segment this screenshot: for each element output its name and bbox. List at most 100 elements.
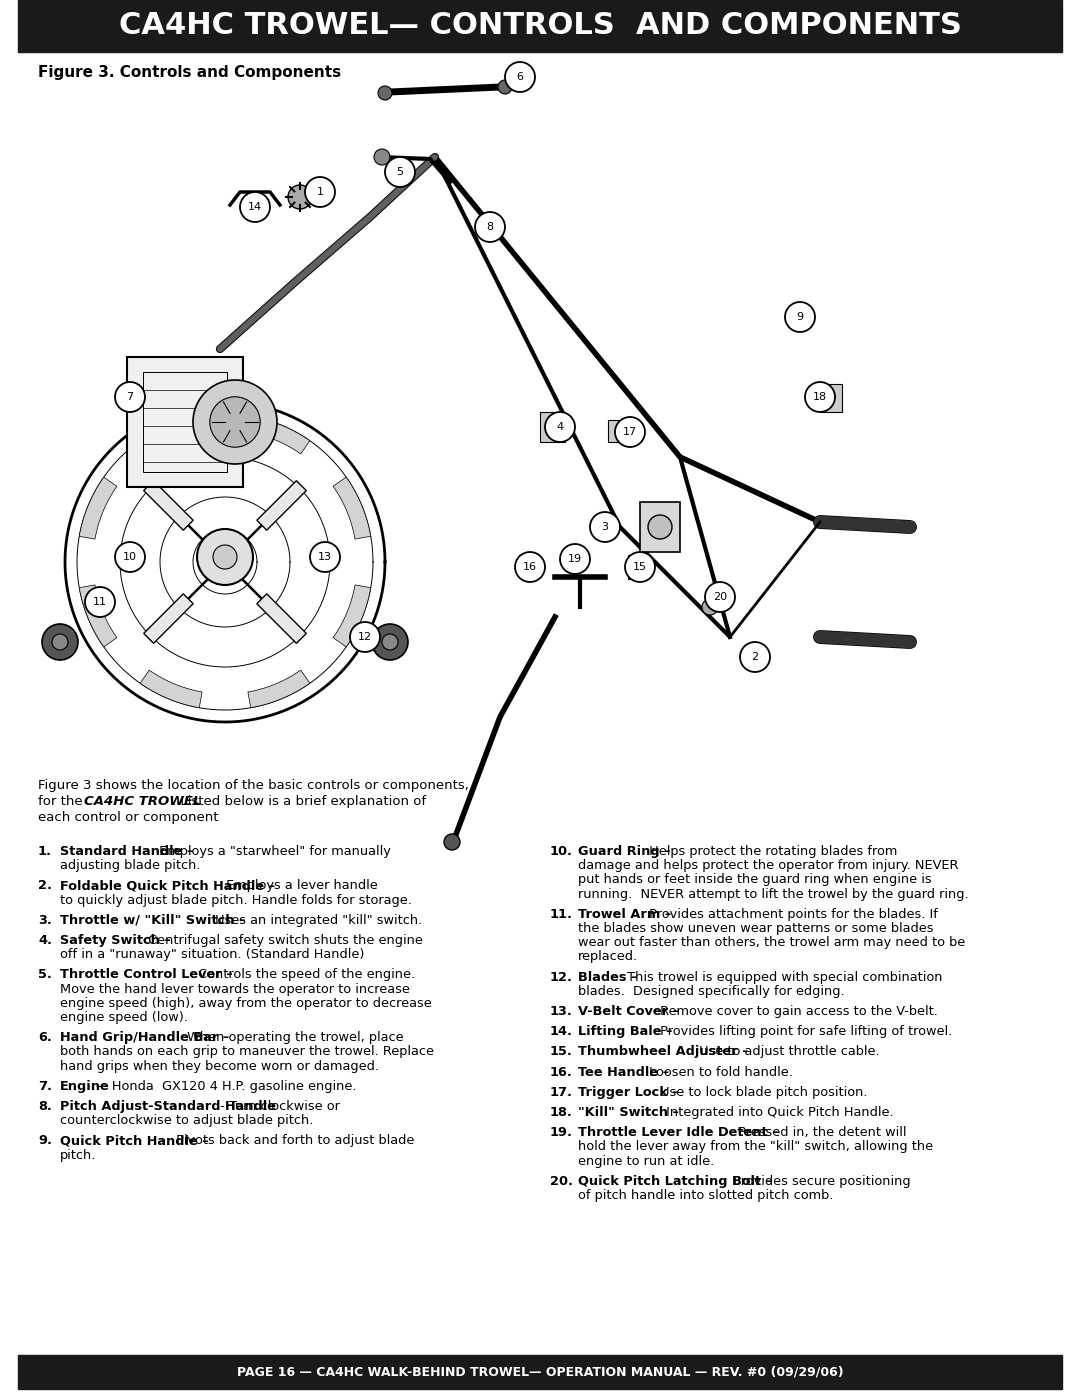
Text: 11.: 11. (550, 908, 573, 921)
Text: counterclockwise to adjust blade pitch.: counterclockwise to adjust blade pitch. (60, 1115, 313, 1127)
Circle shape (702, 599, 718, 615)
Circle shape (213, 545, 237, 569)
Text: Safety Switch –: Safety Switch – (60, 935, 171, 947)
Text: 7.: 7. (38, 1080, 52, 1092)
Polygon shape (140, 416, 202, 454)
Circle shape (193, 380, 276, 464)
Polygon shape (140, 671, 202, 708)
Text: - Turn clockwise or: - Turn clockwise or (216, 1099, 340, 1113)
Text: off in a "runaway" situation. (Standard Handle): off in a "runaway" situation. (Standard … (60, 949, 365, 961)
Text: Use to lock blade pitch position.: Use to lock blade pitch position. (657, 1085, 867, 1099)
Text: Employs a lever handle: Employs a lever handle (221, 879, 378, 893)
Text: 14.: 14. (550, 1025, 573, 1038)
Bar (540, 412, 565, 441)
Text: blades.  Designed specifically for edging.: blades. Designed specifically for edging… (578, 985, 845, 997)
Text: Engine: Engine (60, 1080, 110, 1092)
Text: CA4HC TROWEL: CA4HC TROWEL (84, 795, 201, 807)
Text: 9.: 9. (38, 1134, 52, 1147)
Circle shape (785, 302, 815, 332)
Circle shape (740, 643, 770, 672)
Text: 11: 11 (93, 597, 107, 608)
Text: 1: 1 (316, 187, 324, 197)
Text: Employs a "starwheel" for manually: Employs a "starwheel" for manually (154, 845, 391, 858)
Text: Guard Ring –: Guard Ring – (578, 845, 671, 858)
Text: 8.: 8. (38, 1099, 52, 1113)
Bar (143, 372, 227, 472)
Text: pitch.: pitch. (60, 1148, 96, 1161)
Text: Tee Handle –: Tee Handle – (578, 1066, 670, 1078)
Text: 19.: 19. (550, 1126, 573, 1139)
Circle shape (382, 634, 399, 650)
Circle shape (210, 397, 260, 447)
Text: 16: 16 (523, 562, 537, 571)
Text: Throttle w/ "Kill" Switch –: Throttle w/ "Kill" Switch – (60, 914, 245, 926)
Text: put hands or feet inside the guard ring when engine is: put hands or feet inside the guard ring … (578, 873, 932, 887)
Text: 20: 20 (713, 592, 727, 602)
Polygon shape (144, 594, 193, 643)
Text: PAGE 16 — CA4HC WALK-BEHIND TROWEL— OPERATION MANUAL — REV. #0 (09/29/06): PAGE 16 — CA4HC WALK-BEHIND TROWEL— OPER… (237, 1365, 843, 1379)
Text: engine speed (low).: engine speed (low). (60, 1011, 188, 1024)
Circle shape (590, 511, 620, 542)
Text: "Kill" Switch –: "Kill" Switch – (578, 1106, 679, 1119)
Circle shape (805, 381, 835, 412)
Text: damage and helps protect the operator from injury. NEVER: damage and helps protect the operator fr… (578, 859, 959, 872)
Circle shape (52, 634, 68, 650)
Circle shape (545, 412, 575, 441)
Text: 13: 13 (318, 552, 332, 562)
Text: 16.: 16. (550, 1066, 572, 1078)
Text: 19: 19 (568, 555, 582, 564)
Text: of pitch handle into slotted pitch comb.: of pitch handle into slotted pitch comb. (578, 1189, 834, 1201)
Circle shape (475, 212, 505, 242)
Circle shape (625, 552, 654, 583)
Text: Loosen to fold handle.: Loosen to fold handle. (645, 1066, 793, 1078)
Text: Figure 3 shows the location of the basic controls or components,: Figure 3 shows the location of the basic… (38, 780, 469, 792)
Text: 5: 5 (396, 168, 404, 177)
Text: Centrifugal safety switch shuts the engine: Centrifugal safety switch shuts the engi… (144, 935, 422, 947)
Text: Quick Pitch Handle –: Quick Pitch Handle – (60, 1134, 208, 1147)
Text: Remove cover to gain access to the V-belt.: Remove cover to gain access to the V-bel… (657, 1004, 939, 1018)
Text: This trowel is equipped with special combination: This trowel is equipped with special com… (623, 971, 942, 983)
Text: 6.: 6. (38, 1031, 52, 1044)
Text: Move the hand lever towards the operator to increase: Move the hand lever towards the operator… (60, 982, 410, 996)
Circle shape (561, 543, 590, 574)
Text: Pressed in, the detent will: Pressed in, the detent will (734, 1126, 907, 1139)
Text: 8: 8 (486, 222, 494, 232)
Text: 2.: 2. (38, 879, 52, 893)
Text: hand grips when they become worn or damaged.: hand grips when they become worn or dama… (60, 1059, 379, 1073)
Text: Provides lifting point for safe lifting of trowel.: Provides lifting point for safe lifting … (657, 1025, 953, 1038)
Text: Foldable Quick Pitch Handle –: Foldable Quick Pitch Handle – (60, 879, 275, 893)
Text: 20.: 20. (550, 1175, 573, 1187)
Bar (127, 358, 243, 488)
Text: 3: 3 (602, 522, 608, 532)
Text: 14: 14 (248, 203, 262, 212)
Text: –  Honda  GX120 4 H.P. gasoline engine.: – Honda GX120 4 H.P. gasoline engine. (94, 1080, 357, 1092)
Bar (640, 502, 680, 552)
Polygon shape (248, 671, 310, 708)
Text: 2: 2 (752, 652, 758, 662)
Circle shape (648, 515, 672, 539)
Text: Lifting Bale –: Lifting Bale – (578, 1025, 673, 1038)
Text: Hand Grip/Handle Bar –: Hand Grip/Handle Bar – (60, 1031, 229, 1044)
Text: 5.: 5. (38, 968, 52, 982)
Text: Thumbwheel Adjuster –: Thumbwheel Adjuster – (578, 1045, 748, 1059)
Circle shape (197, 529, 253, 585)
Text: 17: 17 (623, 427, 637, 437)
Text: 9: 9 (796, 312, 804, 321)
Text: hold the lever away from the "kill" switch, allowing the: hold the lever away from the "kill" swit… (578, 1140, 933, 1154)
Text: Trowel Arm –: Trowel Arm – (578, 908, 672, 921)
Polygon shape (79, 585, 117, 647)
Circle shape (350, 622, 380, 652)
Circle shape (615, 416, 645, 447)
Text: 4: 4 (556, 422, 564, 432)
Circle shape (515, 552, 545, 583)
Text: 15: 15 (633, 562, 647, 571)
Text: Use to adjust throttle cable.: Use to adjust throttle cable. (696, 1045, 880, 1059)
Circle shape (505, 61, 535, 92)
Text: wear out faster than others, the trowel arm may need to be: wear out faster than others, the trowel … (578, 936, 966, 949)
Text: 10.: 10. (550, 845, 573, 858)
Circle shape (310, 542, 340, 571)
Polygon shape (257, 594, 307, 643)
Text: Provides secure positioning: Provides secure positioning (729, 1175, 910, 1187)
Text: . Listed below is a brief explanation of: . Listed below is a brief explanation of (172, 795, 427, 807)
Bar (18, 0, 1062, 52)
